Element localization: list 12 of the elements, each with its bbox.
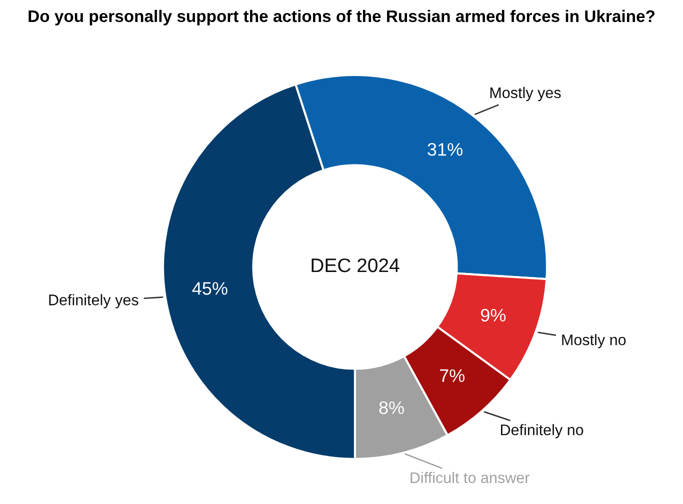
data-label: 9% <box>480 308 506 322</box>
slice-label: Definitely no <box>501 424 584 438</box>
chart-title: Do you personally support the actions of the Russian armed forces in Ukraine? <box>28 10 655 26</box>
data-label: 45% <box>192 282 228 295</box>
data-label: 31% <box>428 143 462 156</box>
data-label: 8% <box>379 401 404 414</box>
text: DEC 2024 <box>312 258 400 272</box>
data-label: 7% <box>440 369 465 382</box>
slice-label: Difficult to answer <box>410 472 530 484</box>
slice-label: Mostly yes <box>490 86 561 102</box>
slice-label: Mostly no <box>562 334 626 348</box>
slice-label: Definitely yes <box>49 294 138 308</box>
